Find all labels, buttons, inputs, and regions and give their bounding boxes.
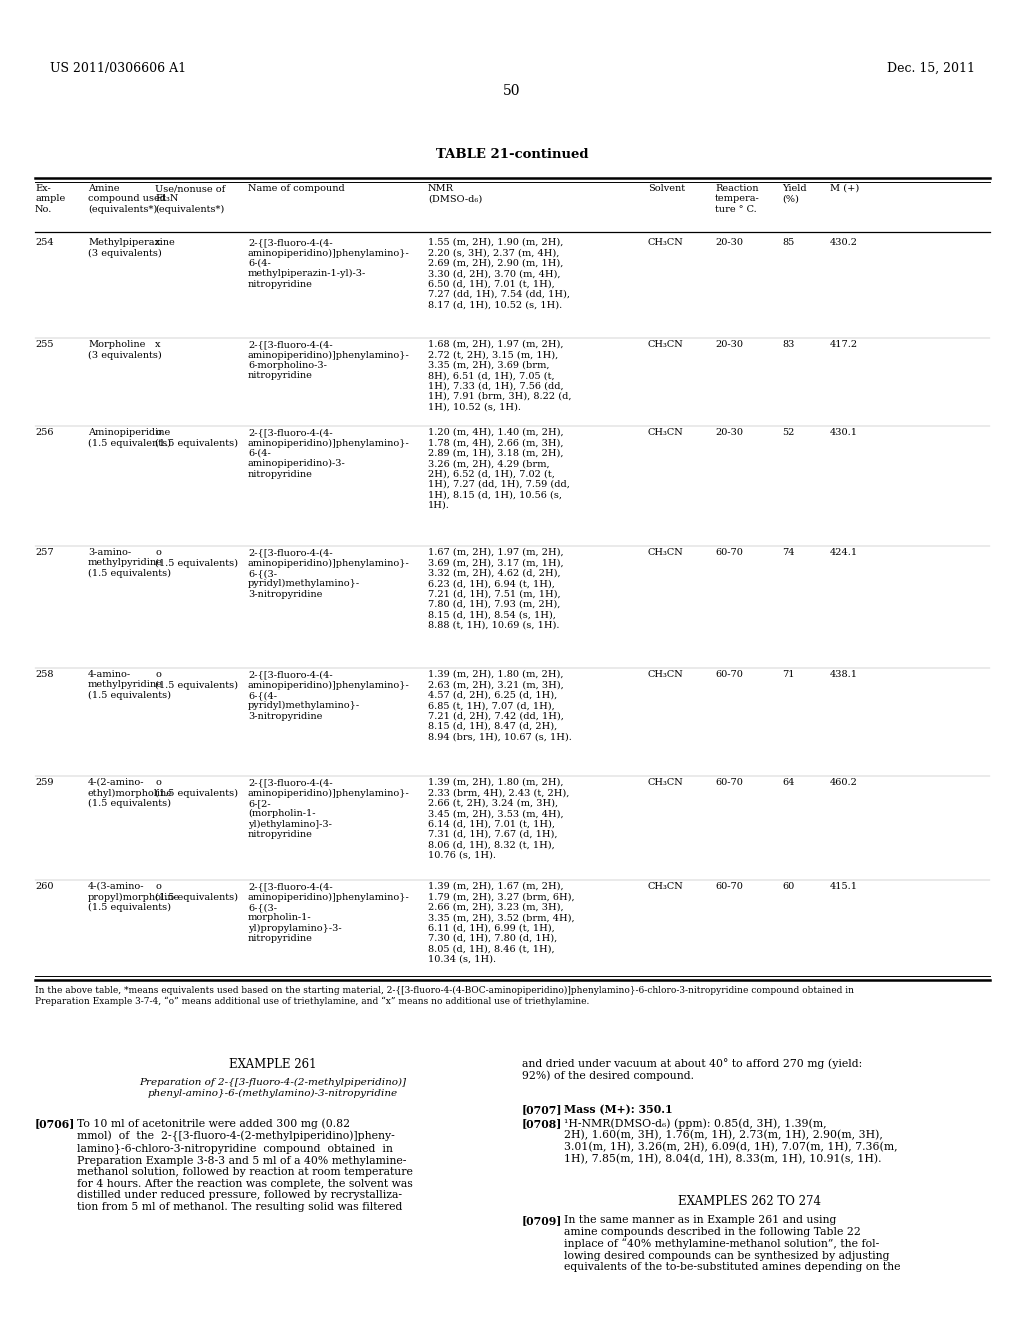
Text: 1.39 (m, 2H), 1.67 (m, 2H),
1.79 (m, 2H), 3.27 (brm, 6H),
2.66 (m, 2H), 3.23 (m,: 1.39 (m, 2H), 1.67 (m, 2H), 1.79 (m, 2H)… bbox=[428, 882, 574, 964]
Text: 2-{[3-fluoro-4-(4-
aminopiperidino)]phenylamino}-
6-[2-
(morpholin-1-
yl)ethylam: 2-{[3-fluoro-4-(4- aminopiperidino)]phen… bbox=[248, 777, 410, 840]
Text: 2-{[3-fluoro-4-(4-
aminopiperidino)]phenylamino}-
6-{(3-
pyridyl)methylamino}-
3: 2-{[3-fluoro-4-(4- aminopiperidino)]phen… bbox=[248, 548, 410, 599]
Text: CH₃CN: CH₃CN bbox=[648, 671, 684, 678]
Text: Yield
(%): Yield (%) bbox=[782, 183, 807, 203]
Text: 256: 256 bbox=[35, 428, 53, 437]
Text: EXAMPLE 261: EXAMPLE 261 bbox=[228, 1059, 316, 1071]
Text: 2-{[3-fluoro-4-(4-
aminopiperidino)]phenylamino}-
6-{(4-
pyridyl)methylamino}-
3: 2-{[3-fluoro-4-(4- aminopiperidino)]phen… bbox=[248, 671, 410, 721]
Text: 64: 64 bbox=[782, 777, 795, 787]
Text: 415.1: 415.1 bbox=[830, 882, 858, 891]
Text: 417.2: 417.2 bbox=[830, 341, 858, 348]
Text: Use/nonuse of
Et₃N
(equivalents*): Use/nonuse of Et₃N (equivalents*) bbox=[155, 183, 225, 214]
Text: [0709]: [0709] bbox=[522, 1214, 562, 1226]
Text: 259: 259 bbox=[35, 777, 53, 787]
Text: 60-70: 60-70 bbox=[715, 671, 742, 678]
Text: 2-{[3-fluoro-4-(4-
aminopiperidino)]phenylamino}-
6-(4-
aminopiperidino)-3-
nitr: 2-{[3-fluoro-4-(4- aminopiperidino)]phen… bbox=[248, 428, 410, 479]
Text: 438.1: 438.1 bbox=[830, 671, 858, 678]
Text: 20-30: 20-30 bbox=[715, 238, 743, 247]
Text: Solvent: Solvent bbox=[648, 183, 685, 193]
Text: 424.1: 424.1 bbox=[830, 548, 858, 557]
Text: [0708]: [0708] bbox=[522, 1118, 562, 1129]
Text: CH₃CN: CH₃CN bbox=[648, 777, 684, 787]
Text: (1.5 equivalents): (1.5 equivalents) bbox=[155, 789, 238, 799]
Text: 2-{[3-fluoro-4-(4-
aminopiperidino)]phenylamino}-
6-(4-
methylpiperazin-1-yl)-3-: 2-{[3-fluoro-4-(4- aminopiperidino)]phen… bbox=[248, 238, 410, 289]
Text: 71: 71 bbox=[782, 671, 795, 678]
Text: CH₃CN: CH₃CN bbox=[648, 341, 684, 348]
Text: ¹H-NMR(DMSO-d₆) (ppm): 0.85(d, 3H), 1.39(m,
2H), 1.60(m, 3H), 1.76(m, 1H), 2.73(: ¹H-NMR(DMSO-d₆) (ppm): 0.85(d, 3H), 1.39… bbox=[564, 1118, 898, 1164]
Text: o: o bbox=[155, 428, 161, 437]
Text: 20-30: 20-30 bbox=[715, 341, 743, 348]
Text: US 2011/0306606 A1: US 2011/0306606 A1 bbox=[50, 62, 186, 75]
Text: 1.39 (m, 2H), 1.80 (m, 2H),
2.63 (m, 2H), 3.21 (m, 3H),
4.57 (d, 2H), 6.25 (d, 1: 1.39 (m, 2H), 1.80 (m, 2H), 2.63 (m, 2H)… bbox=[428, 671, 571, 742]
Text: 4-(2-amino-
ethyl)morpholine
(1.5 equivalents): 4-(2-amino- ethyl)morpholine (1.5 equiva… bbox=[88, 777, 173, 808]
Text: 50: 50 bbox=[503, 84, 521, 98]
Text: Methylpiperazine
(3 equivalents): Methylpiperazine (3 equivalents) bbox=[88, 238, 175, 257]
Text: (1.5 equivalents): (1.5 equivalents) bbox=[155, 558, 238, 568]
Text: 430.2: 430.2 bbox=[830, 238, 858, 247]
Text: 60-70: 60-70 bbox=[715, 548, 742, 557]
Text: CH₃CN: CH₃CN bbox=[648, 548, 684, 557]
Text: [0707]: [0707] bbox=[522, 1104, 562, 1115]
Text: CH₃CN: CH₃CN bbox=[648, 882, 684, 891]
Text: 4-(3-amino-
propyl)morpholine
(1.5 equivalents): 4-(3-amino- propyl)morpholine (1.5 equiv… bbox=[88, 882, 180, 912]
Text: o: o bbox=[155, 671, 161, 678]
Text: In the same manner as in Example 261 and using
amine compounds described in the : In the same manner as in Example 261 and… bbox=[564, 1214, 900, 1272]
Text: TABLE 21-continued: TABLE 21-continued bbox=[436, 148, 588, 161]
Text: 60: 60 bbox=[782, 882, 795, 891]
Text: Aminopiperidine
(1.5 equivalents): Aminopiperidine (1.5 equivalents) bbox=[88, 428, 171, 447]
Text: 2-{[3-fluoro-4-(4-
aminopiperidino)]phenylamino}-
6-{(3-
morpholin-1-
yl)propyla: 2-{[3-fluoro-4-(4- aminopiperidino)]phen… bbox=[248, 882, 410, 944]
Text: 85: 85 bbox=[782, 238, 795, 247]
Text: 20-30: 20-30 bbox=[715, 428, 743, 437]
Text: (1.5 equivalents): (1.5 equivalents) bbox=[155, 894, 238, 902]
Text: CH₃CN: CH₃CN bbox=[648, 428, 684, 437]
Text: 60-70: 60-70 bbox=[715, 777, 742, 787]
Text: Reaction
tempera-
ture ° C.: Reaction tempera- ture ° C. bbox=[715, 183, 760, 214]
Text: [0706]: [0706] bbox=[35, 1118, 76, 1129]
Text: 260: 260 bbox=[35, 882, 53, 891]
Text: (1.5 equivalents): (1.5 equivalents) bbox=[155, 440, 238, 447]
Text: o: o bbox=[155, 882, 161, 891]
Text: 430.1: 430.1 bbox=[830, 428, 858, 437]
Text: Ex-
ample
No.: Ex- ample No. bbox=[35, 183, 66, 214]
Text: o: o bbox=[155, 548, 161, 557]
Text: Amine
compound used
(equivalents*): Amine compound used (equivalents*) bbox=[88, 183, 166, 214]
Text: x: x bbox=[155, 238, 161, 247]
Text: In the above table, *means equivalents used based on the starting material, 2-{[: In the above table, *means equivalents u… bbox=[35, 986, 854, 1006]
Text: 83: 83 bbox=[782, 341, 795, 348]
Text: 1.68 (m, 2H), 1.97 (m, 2H),
2.72 (t, 2H), 3.15 (m, 1H),
3.35 (m, 2H), 3.69 (brm,: 1.68 (m, 2H), 1.97 (m, 2H), 2.72 (t, 2H)… bbox=[428, 341, 571, 412]
Text: 4-amino-
methylpyridine
(1.5 equivalents): 4-amino- methylpyridine (1.5 equivalents… bbox=[88, 671, 171, 700]
Text: To 10 ml of acetonitrile were added 300 mg (0.82
mmol)  of  the  2-{[3-fluoro-4-: To 10 ml of acetonitrile were added 300 … bbox=[77, 1118, 413, 1212]
Text: 460.2: 460.2 bbox=[830, 777, 858, 787]
Text: 3-amino-
methylpyridine
(1.5 equivalents): 3-amino- methylpyridine (1.5 equivalents… bbox=[88, 548, 171, 578]
Text: (1.5 equivalents): (1.5 equivalents) bbox=[155, 681, 238, 690]
Text: 52: 52 bbox=[782, 428, 795, 437]
Text: and dried under vacuum at about 40° to afford 270 mg (yield:
92%) of the desired: and dried under vacuum at about 40° to a… bbox=[522, 1059, 862, 1081]
Text: Mass (M+): 350.1: Mass (M+): 350.1 bbox=[564, 1104, 673, 1115]
Text: 74: 74 bbox=[782, 548, 795, 557]
Text: 2-{[3-fluoro-4-(4-
aminopiperidino)]phenylamino}-
6-morpholino-3-
nitropyridine: 2-{[3-fluoro-4-(4- aminopiperidino)]phen… bbox=[248, 341, 410, 380]
Text: M (+): M (+) bbox=[830, 183, 859, 193]
Text: 1.55 (m, 2H), 1.90 (m, 2H),
2.20 (s, 3H), 2.37 (m, 4H),
2.69 (m, 2H), 2.90 (m, 1: 1.55 (m, 2H), 1.90 (m, 2H), 2.20 (s, 3H)… bbox=[428, 238, 570, 309]
Text: EXAMPLES 262 TO 274: EXAMPLES 262 TO 274 bbox=[679, 1195, 821, 1208]
Text: 254: 254 bbox=[35, 238, 53, 247]
Text: Dec. 15, 2011: Dec. 15, 2011 bbox=[887, 62, 975, 75]
Text: Preparation of 2-{[3-fluoro-4-(2-methylpiperidino)]
phenyl-amino}-6-(methylamino: Preparation of 2-{[3-fluoro-4-(2-methylp… bbox=[139, 1078, 406, 1098]
Text: 255: 255 bbox=[35, 341, 53, 348]
Text: CH₃CN: CH₃CN bbox=[648, 238, 684, 247]
Text: 1.39 (m, 2H), 1.80 (m, 2H),
2.33 (brm, 4H), 2.43 (t, 2H),
2.66 (t, 2H), 3.24 (m,: 1.39 (m, 2H), 1.80 (m, 2H), 2.33 (brm, 4… bbox=[428, 777, 569, 859]
Text: x: x bbox=[155, 341, 161, 348]
Text: Morpholine
(3 equivalents): Morpholine (3 equivalents) bbox=[88, 341, 162, 359]
Text: 60-70: 60-70 bbox=[715, 882, 742, 891]
Text: 258: 258 bbox=[35, 671, 53, 678]
Text: 1.20 (m, 4H), 1.40 (m, 2H),
1.78 (m, 4H), 2.66 (m, 3H),
2.89 (m, 1H), 3.18 (m, 2: 1.20 (m, 4H), 1.40 (m, 2H), 1.78 (m, 4H)… bbox=[428, 428, 570, 510]
Text: NMR
(DMSO-d₆): NMR (DMSO-d₆) bbox=[428, 183, 482, 203]
Text: 257: 257 bbox=[35, 548, 53, 557]
Text: Name of compound: Name of compound bbox=[248, 183, 345, 193]
Text: o: o bbox=[155, 777, 161, 787]
Text: 1.67 (m, 2H), 1.97 (m, 2H),
3.69 (m, 2H), 3.17 (m, 1H),
3.32 (m, 2H), 4.62 (d, 2: 1.67 (m, 2H), 1.97 (m, 2H), 3.69 (m, 2H)… bbox=[428, 548, 563, 630]
